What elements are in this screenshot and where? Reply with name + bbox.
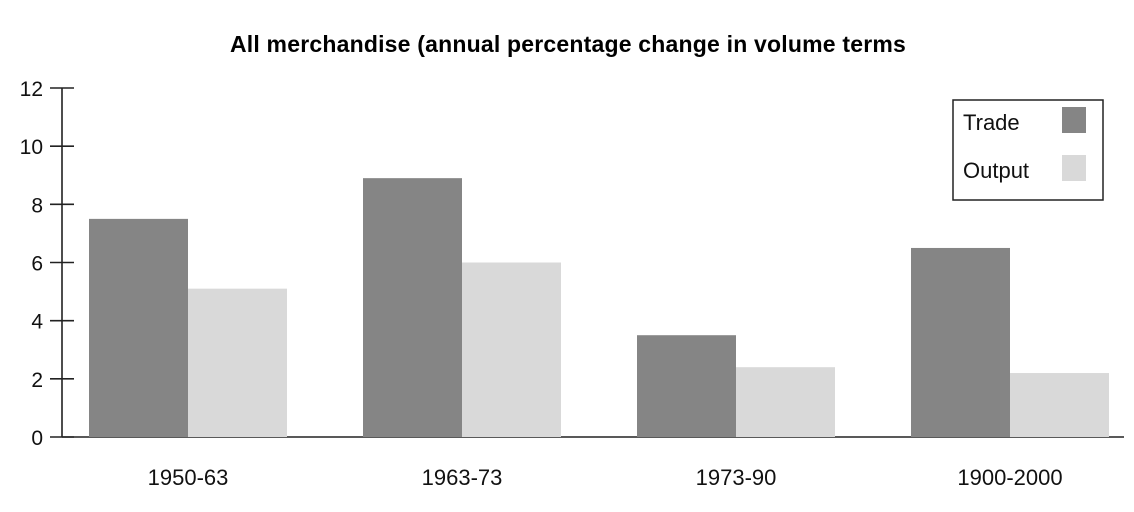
x-category-label: 1900-2000 (957, 465, 1062, 490)
y-tick-label: 4 (31, 311, 43, 334)
y-tick-label: 12 (20, 78, 43, 101)
bar-output-1963-73 (462, 262, 561, 437)
chart-title: All merchandise (annual percentage chang… (230, 31, 906, 57)
y-tick-label: 10 (20, 136, 43, 159)
legend: Trade Output (952, 99, 1104, 201)
y-tick-label: 6 (31, 253, 43, 276)
x-category-label: 1973-90 (696, 465, 777, 490)
legend-label-trade: Trade (963, 110, 1020, 135)
legend-swatch-trade (1062, 107, 1086, 133)
y-tick-label: 2 (31, 369, 43, 392)
bar-output-1950-63 (188, 288, 287, 437)
bar-trade-1963-73 (363, 178, 462, 438)
y-tick-label: 0 (31, 427, 43, 450)
bars (89, 178, 1109, 438)
bar-output-1973-90 (736, 367, 835, 437)
x-category-label: 1963-73 (422, 465, 503, 490)
bar-output-1900-2000 (1010, 373, 1109, 437)
legend-swatch-output (1062, 155, 1086, 181)
bar-trade-1900-2000 (911, 247, 1010, 437)
y-tick-label: 8 (31, 194, 43, 217)
x-category-label: 1950-63 (148, 465, 229, 490)
legend-label-output: Output (963, 158, 1029, 183)
category-labels: 1950-63 1963-73 1973-90 1900-2000 (148, 465, 1063, 490)
bar-trade-1973-90 (637, 335, 736, 437)
y-axis: 0 2 4 6 8 10 12 (20, 78, 74, 450)
bar-trade-1950-63 (89, 218, 188, 437)
